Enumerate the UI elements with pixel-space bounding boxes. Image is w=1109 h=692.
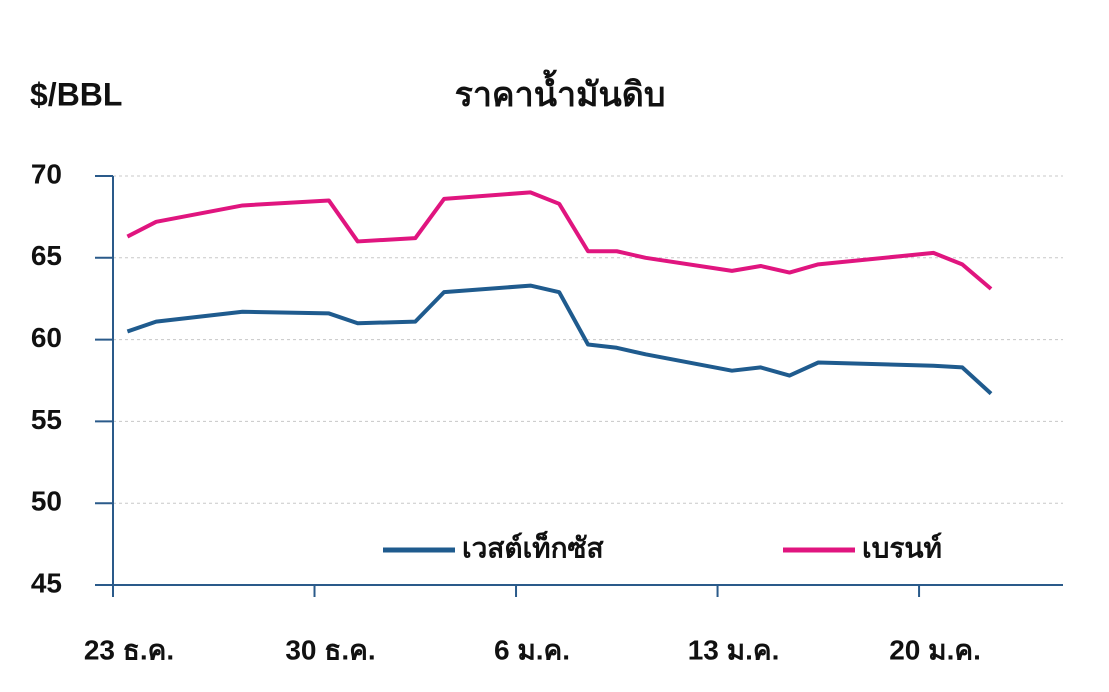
y-tick-label: 55: [31, 404, 62, 435]
x-tick-label: 23 ธ.ค.: [84, 634, 174, 665]
x-tick-label: 20 ม.ค.: [889, 634, 981, 665]
y-tick-label: 65: [31, 240, 62, 271]
x-tick-label: 13 ม.ค.: [688, 634, 780, 665]
y-axis-label: $/BBL: [30, 76, 122, 112]
y-tick-label: 70: [31, 158, 62, 189]
y-tick-label: 60: [31, 322, 62, 353]
series-line: [126, 283, 993, 396]
x-tick-label: 6 ม.ค.: [494, 634, 570, 665]
y-tick-label: 50: [31, 486, 62, 517]
chart-title: ราคาน้ำมันดิบ: [455, 69, 666, 114]
legend-label: เบรนท์: [862, 532, 942, 563]
series-line: [126, 190, 993, 291]
x-tick-label: 30 ธ.ค.: [285, 634, 375, 665]
y-tick-label: 45: [31, 567, 62, 598]
legend-label: เวสต์เท็กซัส: [462, 530, 605, 563]
